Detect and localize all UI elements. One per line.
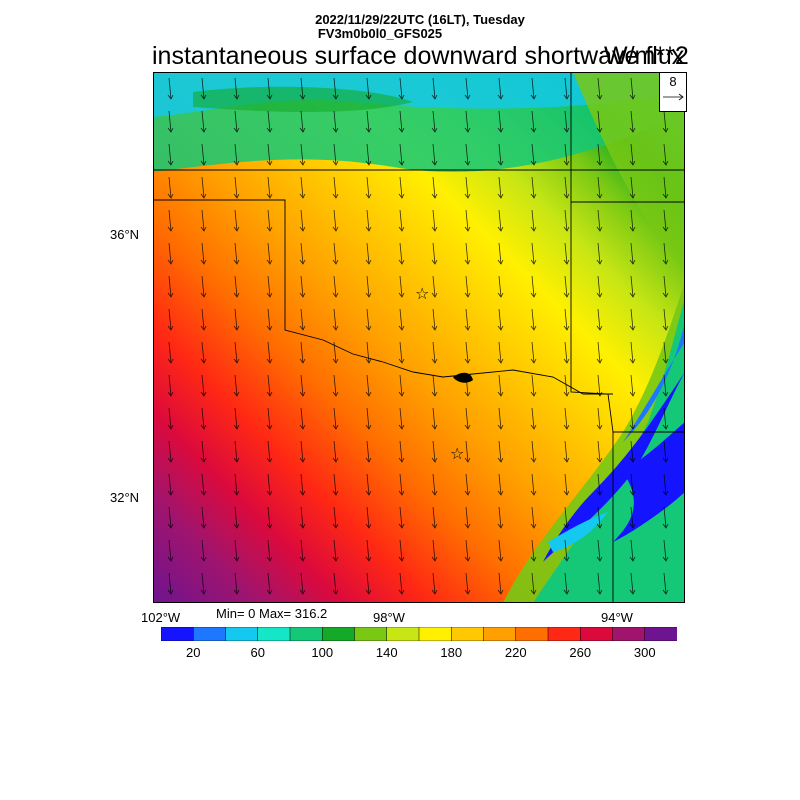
vector-reference-label: 8 <box>669 74 677 89</box>
units-label: W/m**2 <box>604 42 689 70</box>
flux-map: ☆ ☆ <box>153 72 685 603</box>
colorbar-swatch <box>644 627 677 641</box>
colorbar-swatch <box>193 627 227 641</box>
colorbar <box>161 627 677 641</box>
colorbar-swatch <box>386 627 420 641</box>
lon-label-94w: 94°W <box>601 610 633 625</box>
state-boundaries <box>153 72 685 603</box>
map-title: instantaneous surface downward shortwave… <box>152 42 685 70</box>
colorbar-swatch <box>483 627 517 641</box>
colorbar-swatch <box>257 627 291 641</box>
lat-label-36n: 36°N <box>110 227 140 242</box>
colorbar-label: 300 <box>633 645 656 660</box>
colorbar-label: 20 <box>186 645 201 660</box>
colorbar-label: 180 <box>440 645 463 660</box>
colorbar-swatch <box>547 627 581 641</box>
colorbar-swatch <box>612 627 646 641</box>
colorbar-swatch <box>451 627 485 641</box>
colorbar-swatch <box>289 627 323 641</box>
min-max-label: Min= 0 Max= 316.2 <box>216 606 328 621</box>
colorbar-swatch <box>580 627 614 641</box>
colorbar-swatch <box>515 627 549 641</box>
colorbar-swatch <box>161 627 194 641</box>
wind-vectors <box>153 72 685 603</box>
colorbar-label: 60 <box>250 645 265 660</box>
colorbar-swatch <box>418 627 452 641</box>
colorbar-label: 140 <box>375 645 398 660</box>
reference-arrow-icon <box>663 93 684 101</box>
colorbar-swatch <box>225 627 259 641</box>
city-marker-okc: ☆ <box>415 284 429 303</box>
city-marker-dfw: ☆ <box>450 444 464 463</box>
model-line: FV3m0b0l0_GFS025 <box>317 26 443 41</box>
colorbar-label: 260 <box>569 645 592 660</box>
colorbar-label: 100 <box>311 645 334 660</box>
vector-reference-box: 8 <box>659 72 687 112</box>
red-river-lake <box>453 372 473 383</box>
lon-label-98w: 98°W <box>373 610 405 625</box>
colorbar-swatch <box>354 627 388 641</box>
lat-label-32n: 32°N <box>110 490 140 505</box>
colorbar-label: 220 <box>504 645 527 660</box>
date-line: 2022/11/29/22UTC (16LT), Tuesday <box>315 12 525 27</box>
colorbar-swatch <box>322 627 356 641</box>
lon-label-102w: 102°W <box>141 610 181 625</box>
